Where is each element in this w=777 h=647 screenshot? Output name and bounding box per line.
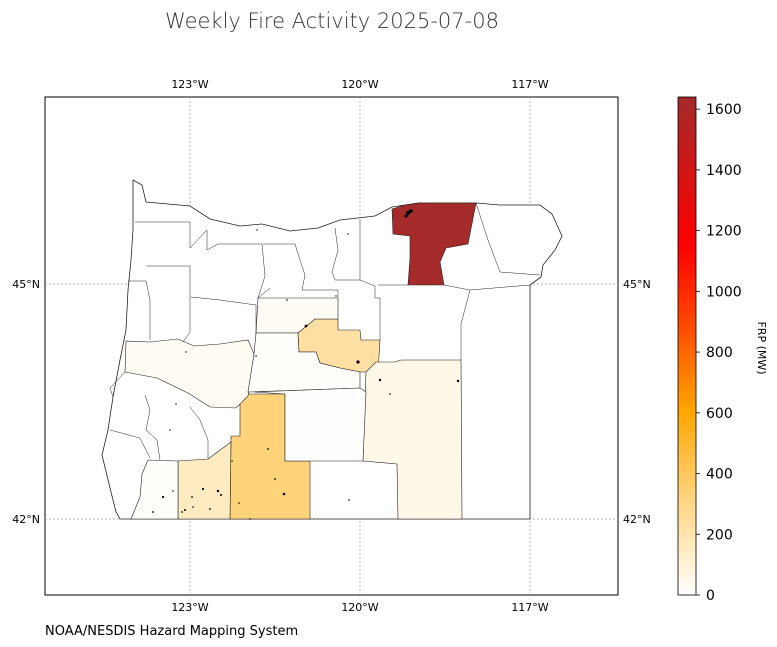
colorbar: 0 200 400 600 800 1000 1200 1400 1600 FRP (MW) <box>677 96 768 604</box>
colorbar-tick-label: 400 <box>706 467 733 483</box>
chart-title: Weekly Fire Activity 2025-07-08 <box>165 9 499 33</box>
colorbar-tick-label: 800 <box>706 345 733 361</box>
x-tick-bottom-120w: 120°W <box>341 601 378 614</box>
y-tick-right-42n: 42°N <box>623 513 651 526</box>
colorbar-tick-label: 200 <box>706 527 733 543</box>
x-tick-top-117w: 117°W <box>511 78 548 91</box>
county-boundaries <box>109 202 541 461</box>
x-tick-top-120w: 120°W <box>341 78 378 91</box>
colorbar-scale <box>677 96 697 596</box>
region-umatilla <box>391 202 477 286</box>
x-tick-top-123w: 123°W <box>171 78 208 91</box>
region-jefferson <box>247 332 361 393</box>
colorbar-tick-label: 1400 <box>706 163 742 179</box>
source-credit: NOAA/NESDIS Hazard Mapping System <box>45 624 298 639</box>
map-panel: 123°W 120°W 117°W 123°W 120°W 117°W 45°N… <box>12 78 650 614</box>
colorbar-tick-label: 1000 <box>706 284 742 300</box>
y-tick-left-45n: 45°N <box>12 278 40 291</box>
colorbar-tick-label: 1600 <box>706 102 742 118</box>
region-deschutes <box>253 387 367 462</box>
region-harney <box>362 359 463 520</box>
colorbar-tick-label: 600 <box>706 406 733 422</box>
colorbar-label: FRP (MW) <box>755 321 768 374</box>
region-josephine <box>130 459 179 520</box>
y-tick-right-45n: 45°N <box>623 278 651 291</box>
x-tick-bottom-117w: 117°W <box>511 601 548 614</box>
y-tick-left-42n: 42°N <box>12 513 40 526</box>
x-tick-bottom-123w: 123°W <box>171 601 208 614</box>
fire-hotspots <box>152 209 460 520</box>
colorbar-tick-label: 0 <box>706 588 715 604</box>
colorbar-tick-label: 1200 <box>706 224 742 240</box>
